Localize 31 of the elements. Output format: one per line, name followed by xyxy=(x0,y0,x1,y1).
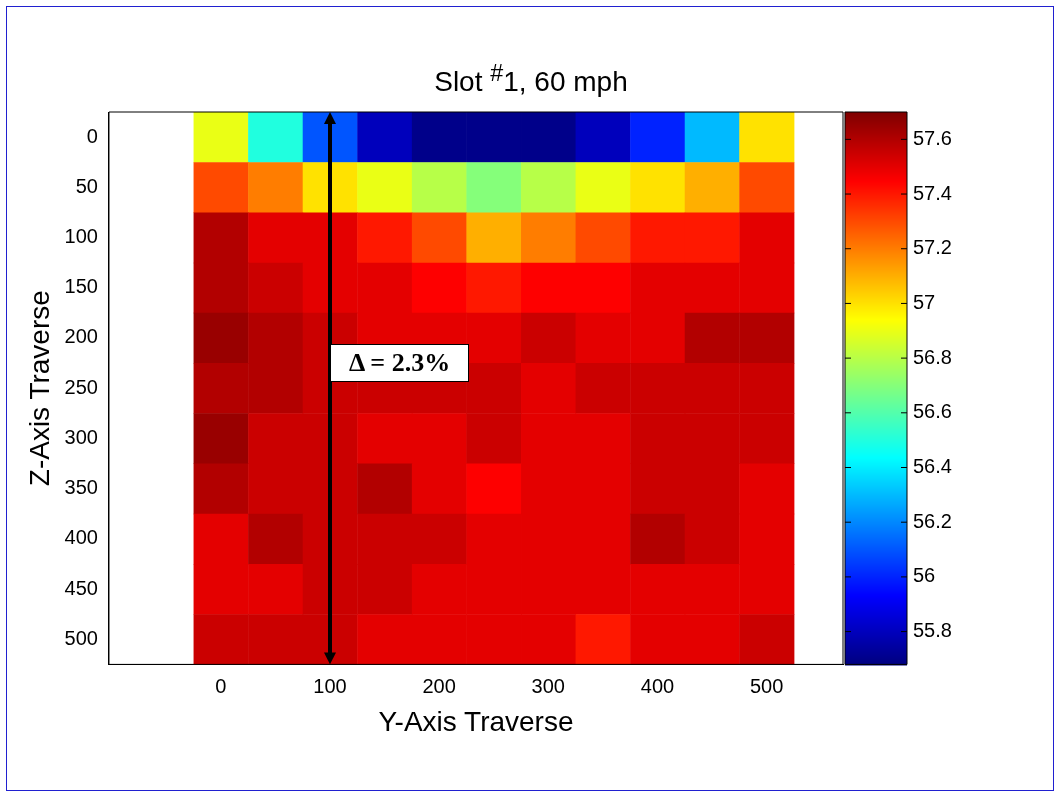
y-tick-label: 450 xyxy=(64,576,98,599)
y-tick-label: 300 xyxy=(64,425,98,448)
chart-title: Slot $^{#}$1, 60 mph xyxy=(433,60,629,99)
x-tick-label: 200 xyxy=(422,674,456,697)
y-tick-label: 0 xyxy=(86,124,98,147)
y-tick-label: 500 xyxy=(64,626,98,649)
color-bar-label: 56.6 xyxy=(913,400,952,423)
color-bar-label: 57.4 xyxy=(913,181,952,204)
color-bar-label: 57.2 xyxy=(913,236,952,259)
y-tick-label: 100 xyxy=(64,225,98,248)
y-axis-title: Z-Axis Traverse xyxy=(23,290,55,487)
x-tick-label: 500 xyxy=(749,674,784,697)
color-bar-label: 56.2 xyxy=(913,509,952,532)
color-bar-label: 55.8 xyxy=(913,619,952,642)
y-tick-label: 350 xyxy=(64,476,98,499)
y-tick-label: 250 xyxy=(64,375,98,398)
x-tick-label: 0 xyxy=(215,674,227,697)
x-tick-label: 300 xyxy=(531,674,565,697)
color-bar-label: 57.6 xyxy=(913,126,952,149)
x-tick-label: 100 xyxy=(313,674,347,697)
annotation: Δ = 2.3% xyxy=(329,344,470,383)
y-tick-label: 200 xyxy=(64,325,98,348)
x-tick-label: 400 xyxy=(640,674,675,697)
color-bar-label: 57 xyxy=(913,290,936,313)
y-tick-label: 150 xyxy=(64,275,98,298)
x-axis-title: Y-Axis Traverse xyxy=(378,705,574,737)
color-bar-label: 56.4 xyxy=(913,455,952,478)
y-tick-label: 400 xyxy=(64,526,98,549)
y-tick-label: 50 xyxy=(75,174,98,197)
color-bar-label: 56 xyxy=(913,564,936,587)
color-bar-label: 56.8 xyxy=(913,345,952,368)
